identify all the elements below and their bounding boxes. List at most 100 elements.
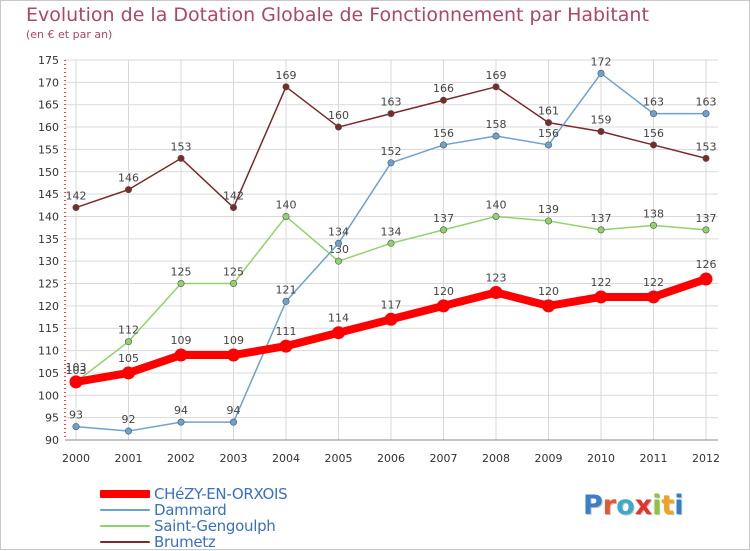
- data-label-ch-zy-en-orxois: 103: [66, 361, 87, 374]
- data-point-brumetz: [492, 83, 500, 91]
- data-label-brumetz: 163: [381, 96, 402, 109]
- data-label-ch-zy-en-orxois: 123: [486, 271, 507, 284]
- data-point-saint-gengoulph: [492, 212, 500, 220]
- data-point-ch-zy-en-orxois: [69, 375, 83, 389]
- data-point-brumetz: [230, 204, 238, 212]
- x-tick-label: 2012: [692, 452, 720, 465]
- data-point-dammard: [230, 418, 238, 426]
- data-point-brumetz: [72, 204, 80, 212]
- legend-label: Brumetz: [154, 533, 216, 551]
- data-label-ch-zy-en-orxois: 111: [276, 325, 297, 338]
- data-point-dammard: [492, 132, 500, 140]
- y-tick-label: 95: [45, 412, 59, 425]
- y-tick-label: 155: [38, 143, 59, 156]
- y-tick-label: 130: [38, 255, 59, 268]
- data-point-ch-zy-en-orxois: [647, 290, 660, 304]
- x-tick-label: 2002: [167, 452, 195, 465]
- x-tick-label: 2001: [115, 452, 143, 465]
- y-tick-label: 115: [38, 322, 59, 335]
- data-label-ch-zy-en-orxois: 122: [643, 276, 664, 289]
- data-label-ch-zy-en-orxois: 109: [171, 334, 192, 347]
- x-tick-label: 2011: [640, 452, 668, 465]
- data-point-dammard: [72, 423, 80, 431]
- legend-label: Saint-Gengoulph: [154, 517, 276, 535]
- data-point-dammard: [597, 69, 605, 77]
- logo-letter: P: [583, 490, 603, 521]
- data-point-brumetz: [387, 110, 395, 118]
- data-label-saint-gengoulph: 130: [328, 243, 349, 256]
- data-point-dammard: [177, 418, 185, 426]
- data-label-saint-gengoulph: 112: [118, 324, 139, 337]
- data-point-ch-zy-en-orxois: [594, 290, 608, 304]
- data-point-saint-gengoulph: [439, 226, 447, 234]
- legend-label: CHéZY-EN-ORXOIS: [154, 485, 288, 503]
- y-tick-label: 120: [38, 300, 59, 313]
- data-label-saint-gengoulph: 138: [643, 207, 664, 220]
- data-point-dammard: [387, 159, 395, 167]
- data-point-ch-zy-en-orxois: [437, 299, 450, 313]
- y-tick-label: 165: [38, 99, 59, 112]
- data-point-ch-zy-en-orxois: [542, 299, 555, 313]
- data-point-saint-gengoulph: [230, 280, 238, 288]
- data-label-brumetz: 142: [223, 190, 244, 203]
- data-label-brumetz: 156: [643, 127, 664, 140]
- data-label-saint-gengoulph: 139: [538, 203, 559, 216]
- data-point-brumetz: [702, 154, 710, 162]
- y-tick-label: 90: [45, 434, 59, 447]
- data-point-dammard: [125, 427, 133, 435]
- data-label-brumetz: 169: [486, 69, 507, 82]
- data-point-saint-gengoulph: [125, 338, 133, 346]
- y-tick-label: 160: [38, 121, 59, 134]
- data-label-ch-zy-en-orxois: 120: [433, 285, 454, 298]
- data-label-dammard: 92: [122, 413, 136, 426]
- data-label-dammard: 121: [276, 283, 297, 296]
- data-point-brumetz: [439, 96, 447, 104]
- data-point-dammard: [334, 239, 342, 247]
- data-point-dammard: [649, 110, 657, 118]
- data-point-saint-gengoulph: [334, 257, 342, 265]
- y-tick-label: 145: [38, 188, 59, 201]
- data-point-brumetz: [334, 123, 342, 131]
- data-point-brumetz: [597, 128, 605, 136]
- data-point-brumetz: [282, 83, 290, 91]
- data-label-brumetz: 160: [328, 109, 349, 122]
- data-label-ch-zy-en-orxois: 109: [223, 334, 244, 347]
- legend-swatch: [100, 490, 150, 498]
- data-label-dammard: 156: [538, 127, 559, 140]
- legend-swatch: [100, 541, 150, 543]
- y-tick-label: 140: [38, 210, 59, 223]
- data-label-brumetz: 159: [591, 114, 612, 127]
- data-point-dammard: [439, 141, 447, 149]
- x-tick-label: 2005: [325, 452, 353, 465]
- data-label-dammard: 163: [696, 96, 717, 109]
- data-label-saint-gengoulph: 137: [433, 212, 454, 225]
- data-label-dammard: 94: [174, 404, 188, 417]
- data-label-dammard: 172: [591, 55, 612, 68]
- data-label-ch-zy-en-orxois: 105: [118, 352, 139, 365]
- data-point-saint-gengoulph: [597, 226, 605, 234]
- x-tick-label: 2009: [535, 452, 563, 465]
- data-label-saint-gengoulph: 125: [223, 266, 244, 279]
- x-tick-label: 2003: [220, 452, 248, 465]
- data-point-saint-gengoulph: [544, 217, 552, 225]
- y-tick-label: 135: [38, 233, 59, 246]
- data-point-saint-gengoulph: [387, 239, 395, 247]
- legend-swatch: [100, 509, 150, 511]
- x-tick-label: 2008: [482, 452, 510, 465]
- data-label-saint-gengoulph: 140: [486, 198, 507, 211]
- data-point-saint-gengoulph: [282, 212, 290, 220]
- data-point-saint-gengoulph: [177, 280, 185, 288]
- data-label-brumetz: 169: [276, 69, 297, 82]
- logo-letter: i: [652, 490, 662, 521]
- data-label-ch-zy-en-orxois: 126: [696, 258, 717, 271]
- y-tick-label: 105: [38, 367, 59, 380]
- data-label-brumetz: 146: [118, 172, 139, 185]
- y-tick-label: 175: [38, 54, 59, 67]
- logo-letter: x: [634, 490, 653, 521]
- x-tick-label: 2000: [62, 452, 90, 465]
- logo-letter: r: [602, 490, 617, 521]
- data-label-saint-gengoulph: 140: [276, 198, 297, 211]
- legend-label: Dammard: [154, 501, 227, 519]
- data-point-ch-zy-en-orxois: [489, 285, 503, 299]
